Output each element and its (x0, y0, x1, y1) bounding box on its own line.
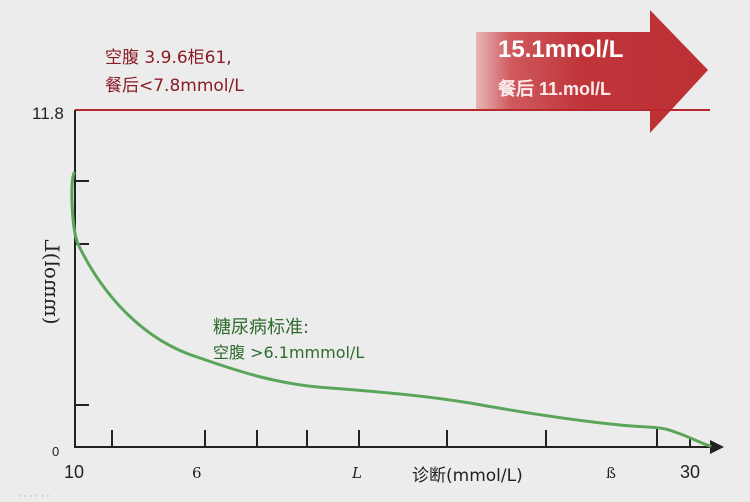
normal-fasting-text: 空腹 3.9.6柜61, (105, 48, 232, 68)
normal-postprandial-text: 餐后<7.8mmol/L (105, 76, 244, 96)
x-axis-title: 诊断(mmol/L) (412, 466, 523, 486)
footnote: · · · · · · (18, 492, 50, 502)
x-tick-label-fourth: ß (606, 464, 617, 482)
diabetes-fasting-text: 空腹 >6.1mmmol/L (213, 343, 365, 362)
glucose-curve (70, 171, 712, 448)
y-axis-title: (mmol)L (40, 239, 64, 325)
normal-range-note: 空腹 3.9.6柜61, 餐后<7.8mmol/L (105, 44, 244, 100)
x-tick-label-last: 30 (680, 462, 701, 482)
x-axis-ticks (111, 428, 691, 447)
highlight-arrow-shape (476, 10, 708, 133)
y-axis-ticks (75, 180, 89, 406)
arrow-value-text: 15.1mnol/L (498, 36, 624, 63)
x-tick-label-first: 10 (64, 462, 85, 482)
diabetes-criteria-note: 糖尿病标准: 空腹 >6.1mmmol/L (213, 315, 364, 365)
arrow-postprandial-text: 餐后 11.mol/L (498, 79, 612, 99)
y-tick-label-top: 11.8 (32, 104, 64, 123)
diabetes-criteria-title: 糖尿病标准: (213, 317, 310, 338)
x-axis-arrow-icon (710, 440, 724, 454)
x-tick-label-third: L (352, 464, 362, 482)
x-tick-label-second: 6 (192, 464, 202, 482)
y-tick-label-zero: 0 (52, 444, 60, 459)
